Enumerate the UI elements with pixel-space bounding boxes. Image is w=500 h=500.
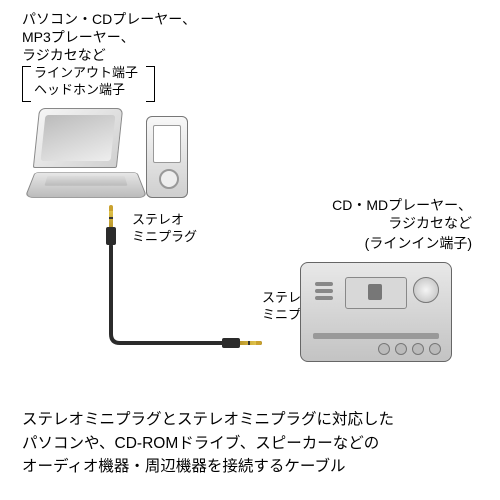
dest-heading: CD・MDプレーヤー、 ラジカセなど <box>300 196 472 232</box>
cd-md-player-icon <box>300 262 452 362</box>
laptop-icon <box>36 108 142 206</box>
left-plug-label: ステレオ ミニプラグ <box>132 212 197 246</box>
diagram-canvas: パソコン・CDプレーヤー、 MP3プレーヤー、 ラジカセなど ラインアウト端子 … <box>0 0 500 500</box>
source-heading: パソコン・CDプレーヤー、 MP3プレーヤー、 ラジカセなど <box>22 10 196 65</box>
dest-terminal-note: (ラインイン端子) <box>300 234 472 252</box>
stereo-mini-plug-left-icon <box>106 205 116 245</box>
source-terminal-note: ラインアウト端子 ヘッドホン端子 <box>34 65 138 99</box>
footer-description: ステレオミニプラグとステレオミニプラグに対応した パソコンや、CD-ROMドライ… <box>22 408 478 478</box>
bracket-right <box>146 66 155 102</box>
mp3-player-icon <box>146 116 188 198</box>
bracket-left <box>22 66 31 102</box>
stereo-mini-plug-right-icon <box>222 338 262 348</box>
